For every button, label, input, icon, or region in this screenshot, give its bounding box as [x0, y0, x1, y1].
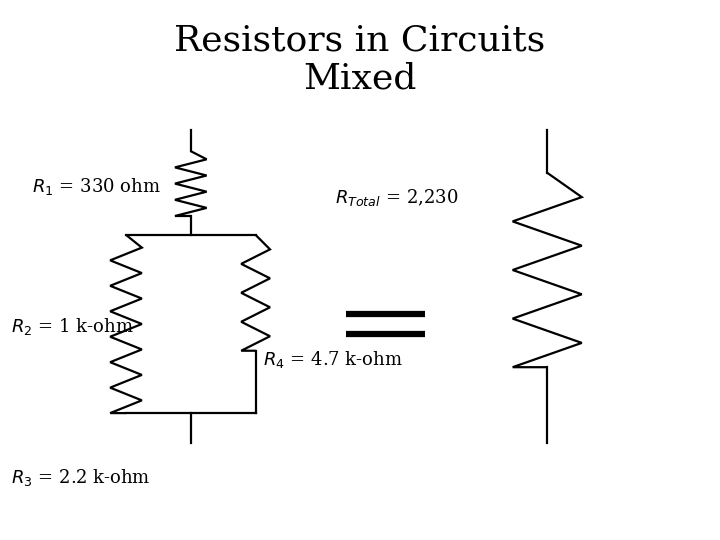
- Text: Mixed: Mixed: [303, 62, 417, 95]
- Text: $R_2$ = 1 k-ohm: $R_2$ = 1 k-ohm: [11, 316, 133, 337]
- Text: Resistors in Circuits: Resistors in Circuits: [174, 24, 546, 57]
- Text: $R_{Total}$ = 2,230: $R_{Total}$ = 2,230: [335, 187, 458, 207]
- Text: $R_3$ = 2.2 k-ohm: $R_3$ = 2.2 k-ohm: [11, 468, 150, 488]
- Text: $R_1$ = 330 ohm: $R_1$ = 330 ohm: [32, 176, 161, 197]
- Text: $R_4$ = 4.7 k-ohm: $R_4$ = 4.7 k-ohm: [263, 349, 402, 369]
